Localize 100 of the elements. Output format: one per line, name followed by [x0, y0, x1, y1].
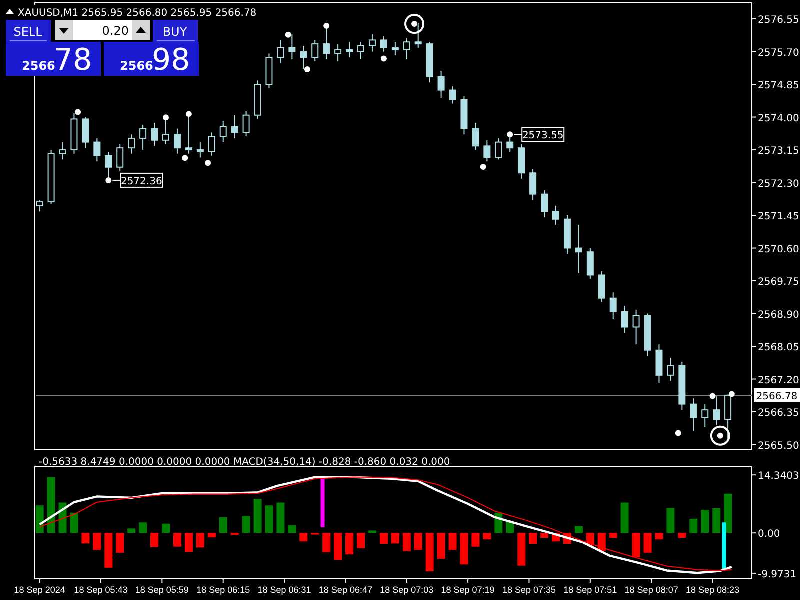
bar — [128, 528, 136, 534]
y-tick-label: 2568.90 — [758, 310, 800, 321]
bar — [391, 533, 400, 544]
bar — [518, 533, 526, 566]
bar — [472, 533, 480, 547]
candlestick — [358, 42, 364, 60]
candlestick — [438, 70, 445, 99]
candlestick — [484, 140, 491, 162]
chart-title: -0.5633 8.4749 0.0000 0.0000 0.0000 MACD(34,50,14) -0.828 -0.860 0.032 0.000 — [39, 457, 450, 468]
y-tick-label: 2571.45 — [758, 212, 800, 223]
bar — [678, 533, 686, 538]
point — [380, 56, 387, 62]
sell-button: SELL — [6, 20, 51, 42]
point — [675, 430, 682, 436]
x-tick-label: 18 Sep 05:43 — [74, 585, 128, 595]
bar — [208, 533, 216, 538]
y-tick-label: 2569.75 — [758, 277, 800, 288]
bar — [598, 533, 606, 552]
y-tick-label: 2567.20 — [758, 375, 800, 386]
x-tick-label: 18 Sep 07:03 — [380, 585, 434, 595]
candlestick — [380, 36, 388, 52]
candlestick — [392, 42, 399, 56]
point — [480, 164, 486, 170]
bar — [666, 508, 675, 534]
point — [205, 160, 212, 166]
x-tick-label: 18 Sep 06:15 — [196, 585, 250, 595]
x-tick-label: 18 Sep 05:59 — [135, 585, 189, 595]
point — [710, 393, 716, 400]
candlestick — [36, 200, 44, 212]
annotation: 2573.55 — [522, 130, 564, 142]
y-tick-label: 2573.15 — [758, 146, 800, 158]
candlestick — [220, 120, 227, 143]
bar — [380, 533, 388, 544]
bar — [632, 533, 640, 558]
candlestick — [208, 132, 216, 156]
candlestick — [690, 398, 698, 432]
y-tick-label: -9.9731 — [758, 569, 797, 580]
bar — [116, 533, 124, 553]
y-tick-label: 2575.70 — [758, 48, 800, 59]
candlestick — [334, 44, 342, 62]
bar — [540, 533, 549, 538]
point — [507, 132, 514, 138]
candlestick — [82, 116, 90, 149]
bar — [139, 522, 148, 534]
bar — [242, 516, 250, 534]
candlestick — [632, 309, 640, 346]
bar — [655, 533, 664, 540]
bar — [276, 502, 285, 534]
y-tick-label: 2570.60 — [758, 244, 800, 256]
candlestick — [586, 248, 594, 280]
point — [163, 114, 169, 121]
y-tick-label: 2565.50 — [758, 440, 800, 452]
bar — [357, 533, 365, 548]
bar — [320, 478, 325, 528]
candlestick — [242, 110, 250, 138]
annotation: 78 — [54, 43, 92, 78]
annotation: 98 — [152, 43, 190, 78]
point — [182, 155, 188, 162]
y-tick-label: 2576.55 — [758, 15, 800, 26]
candlestick — [231, 114, 238, 139]
bar — [437, 533, 446, 559]
x-tick-label: 18 Sep 07:35 — [502, 585, 556, 595]
bar — [690, 518, 698, 534]
candlestick — [300, 45, 308, 70]
bar — [644, 533, 652, 553]
bar — [722, 522, 726, 570]
candlestick — [575, 224, 582, 274]
point — [324, 22, 330, 29]
candlestick — [312, 40, 319, 62]
candlestick — [598, 270, 606, 303]
bar — [402, 533, 411, 552]
x-tick-label: 18 Sep 06:31 — [258, 585, 312, 595]
candlestick — [449, 86, 456, 104]
candlestick — [140, 124, 147, 151]
candlestick — [196, 142, 204, 158]
y-tick-label: 2574.00 — [758, 113, 800, 124]
bar — [609, 533, 618, 538]
bar — [47, 477, 56, 534]
candlestick — [472, 122, 480, 151]
bar — [93, 533, 102, 550]
y-tick-label: 2566.35 — [758, 408, 800, 420]
bar — [322, 533, 331, 553]
bar — [712, 508, 721, 534]
annotation: 0.20 — [102, 24, 129, 38]
buy-button: BUY — [153, 20, 198, 42]
bar — [70, 512, 78, 534]
bar — [150, 533, 159, 548]
candlestick — [702, 404, 709, 428]
candlestick — [128, 134, 136, 154]
x-tick-label: 18 Sep 06:47 — [318, 585, 372, 595]
annotation: BUY — [162, 25, 188, 39]
bar — [483, 533, 492, 540]
candlestick — [346, 42, 354, 58]
bar — [701, 510, 710, 534]
y-tick-label: 0.00 — [758, 529, 780, 540]
bar — [346, 533, 354, 555]
bar — [196, 533, 204, 548]
candlestick — [59, 142, 66, 160]
x-tick-label: 18 Sep 07:51 — [564, 585, 618, 595]
point — [728, 391, 735, 398]
